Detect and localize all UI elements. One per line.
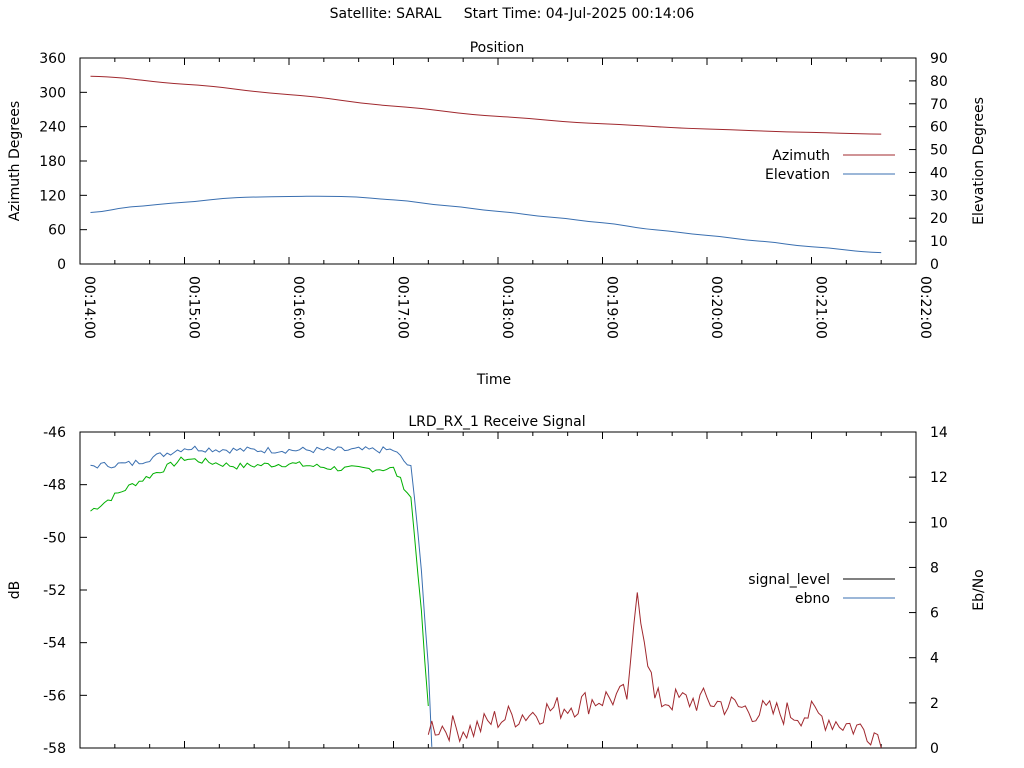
y2-tick-label: 0 xyxy=(930,257,939,273)
x-tick-label: 00:19:00 xyxy=(604,276,620,339)
y-tick-label: -56 xyxy=(43,688,66,704)
legend-label: ebno xyxy=(795,591,830,607)
y2-tick-label: 60 xyxy=(930,120,948,136)
y2-tick-label: 2 xyxy=(930,696,939,712)
y2-tick-label: 50 xyxy=(930,143,948,159)
y2-tick-label: 10 xyxy=(930,515,948,531)
y-tick-label: 300 xyxy=(39,85,66,101)
y-tick-label: -48 xyxy=(43,478,66,494)
position-x-axis-label: Time xyxy=(476,372,511,388)
y2-tick-label: 10 xyxy=(930,234,948,250)
y-tick-label: 0 xyxy=(57,257,66,273)
y2-tick-label: 14 xyxy=(930,425,948,441)
x-tick-label: 00:16:00 xyxy=(290,276,306,339)
y-tick-label: 360 xyxy=(39,51,66,67)
signal-y2-axis-label: Eb/No xyxy=(971,569,987,611)
position-y-axis-label: Azimuth Degrees xyxy=(7,101,23,221)
x-tick-label: 00:14:00 xyxy=(81,276,97,339)
x-tick-label: 00:18:00 xyxy=(499,276,515,339)
series-line-elevation xyxy=(90,195,882,254)
x-tick-label: 00:20:00 xyxy=(708,276,724,339)
series-line-low-signal xyxy=(427,592,882,749)
series-line-azimuth xyxy=(90,75,882,135)
x-tick-label: 00:21:00 xyxy=(813,276,829,339)
y2-tick-label: 4 xyxy=(930,651,939,667)
legend-label: signal_level xyxy=(748,572,830,588)
x-tick-label: 00:15:00 xyxy=(186,276,202,339)
y2-tick-label: 40 xyxy=(930,165,948,181)
legend-label: Azimuth xyxy=(772,148,830,164)
y2-tick-label: 30 xyxy=(930,188,948,204)
y-tick-label: 60 xyxy=(48,223,66,239)
receive-signal-chart: LRD_RX_1 Receive Signal dB Eb/No -46 -48 -… xyxy=(7,414,987,757)
x-tick-label: 00:22:00 xyxy=(917,276,933,339)
legend-label: Elevation xyxy=(765,167,830,183)
chart-main-title: Satellite: SARAL Start Time: 04-Jul-2025… xyxy=(329,6,695,22)
y-tick-label: -54 xyxy=(43,636,66,652)
y2-tick-label: 6 xyxy=(930,606,939,622)
y-tick-label: -50 xyxy=(43,530,66,546)
y2-tick-label: 12 xyxy=(930,470,948,486)
y2-tick-label: 80 xyxy=(930,74,948,90)
y2-tick-label: 0 xyxy=(930,741,939,757)
signal-chart-title: LRD_RX_1 Receive Signal xyxy=(408,414,585,430)
position-chart-title: Position xyxy=(470,40,525,56)
y2-tick-label: 70 xyxy=(930,97,948,113)
y2-tick-label: 8 xyxy=(930,560,939,576)
series-line-signal-level xyxy=(90,456,429,707)
x-tick-label: 00:17:00 xyxy=(395,276,411,339)
series-line-ebno xyxy=(90,445,433,747)
y-tick-label: -52 xyxy=(43,583,66,599)
y-tick-label: 180 xyxy=(39,154,66,170)
y-tick-label: -58 xyxy=(43,741,66,757)
y2-tick-label: 20 xyxy=(930,211,948,227)
position-y2-axis-label: Elevation Degrees xyxy=(971,97,987,225)
y2-tick-label: 90 xyxy=(930,51,948,67)
y-tick-label: 240 xyxy=(39,120,66,136)
y-tick-label: -46 xyxy=(43,425,66,441)
position-chart: Position Azimuth Degrees Elevation Degre… xyxy=(7,40,987,388)
signal-y-axis-label: dB xyxy=(7,581,23,600)
y-tick-label: 120 xyxy=(39,188,66,204)
signal-plot-frame xyxy=(79,431,917,749)
